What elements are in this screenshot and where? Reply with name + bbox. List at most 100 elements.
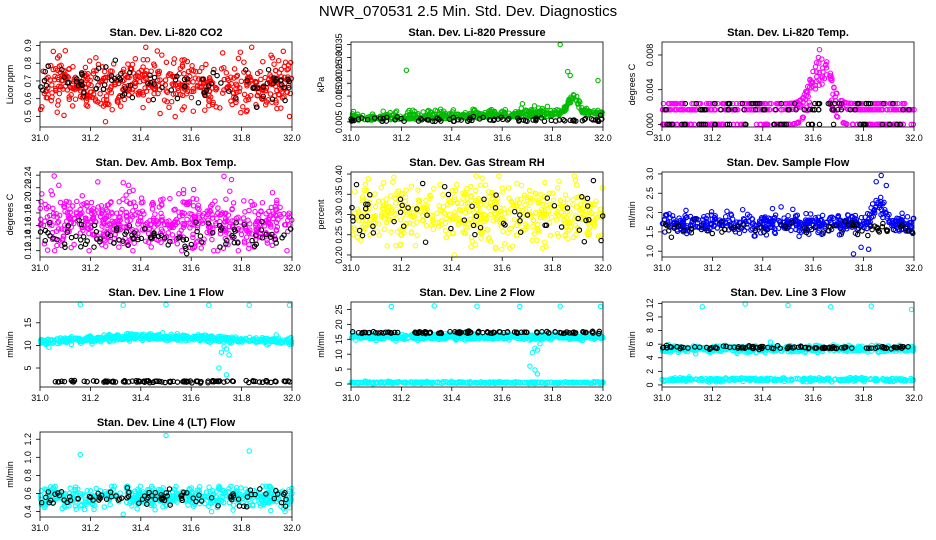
data-point <box>668 234 675 240</box>
data-point <box>184 58 191 65</box>
data-point <box>93 85 100 92</box>
data-point <box>269 99 275 105</box>
data-point <box>184 76 191 82</box>
y-tick-label: 1.5 <box>645 226 655 239</box>
data-point <box>737 100 743 107</box>
data-point <box>801 91 808 98</box>
data-point <box>287 90 294 97</box>
data-point <box>184 216 190 223</box>
data-point <box>443 234 449 241</box>
x-tick-label: 31.6 <box>182 133 200 143</box>
data-point <box>819 81 825 87</box>
data-point <box>49 82 55 88</box>
data-point <box>212 84 219 91</box>
data-point <box>120 302 126 308</box>
data-point <box>103 93 110 99</box>
data-point <box>54 242 60 249</box>
data-point <box>72 96 79 102</box>
data-point <box>230 200 237 206</box>
data-point <box>95 65 102 71</box>
data-point <box>149 206 156 212</box>
data-point <box>197 233 204 239</box>
x-tick-label: 31.8 <box>544 133 562 143</box>
data-point <box>472 231 478 238</box>
data-point <box>231 75 237 81</box>
data-point <box>799 114 806 121</box>
data-point <box>236 88 242 95</box>
panel-title: Stan. Dev. Sample Flow <box>727 157 850 169</box>
data-point <box>388 303 395 310</box>
data-point <box>393 108 400 114</box>
data-point <box>539 105 546 112</box>
data-point <box>132 56 139 62</box>
data-point <box>547 190 553 196</box>
data-point <box>259 199 266 206</box>
y-axis-label: ml/min <box>316 331 326 358</box>
y-tick-label: 2.0 <box>645 206 655 219</box>
data-point <box>171 56 178 62</box>
data-point <box>151 90 157 97</box>
data-point <box>203 61 209 68</box>
data-point <box>86 247 92 254</box>
data-point <box>529 237 536 244</box>
data-point <box>233 95 239 101</box>
data-point <box>112 57 119 63</box>
data-point <box>286 302 293 308</box>
data-point <box>803 210 809 217</box>
data-point <box>438 118 444 124</box>
y-tick-label: 0.25 <box>334 226 344 244</box>
data-point <box>479 111 485 117</box>
data-point <box>588 116 595 122</box>
data-point <box>899 100 906 107</box>
data-point <box>472 187 479 194</box>
data-point <box>245 94 251 100</box>
data-point <box>243 108 250 115</box>
data-point <box>103 97 110 103</box>
y-axis-label: kPa <box>316 77 326 93</box>
data-point <box>198 245 204 251</box>
data-point <box>221 87 227 93</box>
data-point <box>43 94 50 101</box>
data-point <box>413 113 420 120</box>
data-point <box>235 247 242 254</box>
data-point <box>425 117 432 123</box>
data-point <box>689 106 696 113</box>
data-point <box>556 111 563 117</box>
data-point <box>359 115 365 121</box>
data-point <box>240 104 246 110</box>
y-tick-label: 0.6 <box>23 92 33 105</box>
series-secondary <box>52 377 293 386</box>
data-point <box>660 100 667 107</box>
data-point <box>221 173 227 180</box>
data-point <box>69 103 76 109</box>
data-point <box>213 87 219 93</box>
data-point <box>185 68 192 75</box>
data-point <box>562 106 568 113</box>
x-tick-label: 32.0 <box>905 263 923 273</box>
data-point <box>223 346 230 352</box>
data-point <box>221 64 227 71</box>
data-point <box>390 179 396 185</box>
data-point <box>54 109 60 115</box>
data-point <box>739 206 746 213</box>
data-point <box>223 196 229 203</box>
data-point <box>200 76 206 83</box>
data-point <box>365 176 372 182</box>
data-point <box>208 80 215 87</box>
data-point <box>45 74 51 81</box>
data-point <box>579 117 586 124</box>
data-point <box>101 82 108 88</box>
y-tick-label: 0.004 <box>645 78 655 101</box>
data-point <box>403 67 410 74</box>
data-point <box>181 71 187 77</box>
data-point <box>858 244 864 251</box>
data-point <box>549 111 555 118</box>
data-point <box>519 101 526 107</box>
data-point <box>163 59 170 66</box>
series-primary <box>37 173 295 254</box>
data-point <box>91 244 97 250</box>
data-point <box>830 121 837 128</box>
series-primary <box>659 46 917 128</box>
